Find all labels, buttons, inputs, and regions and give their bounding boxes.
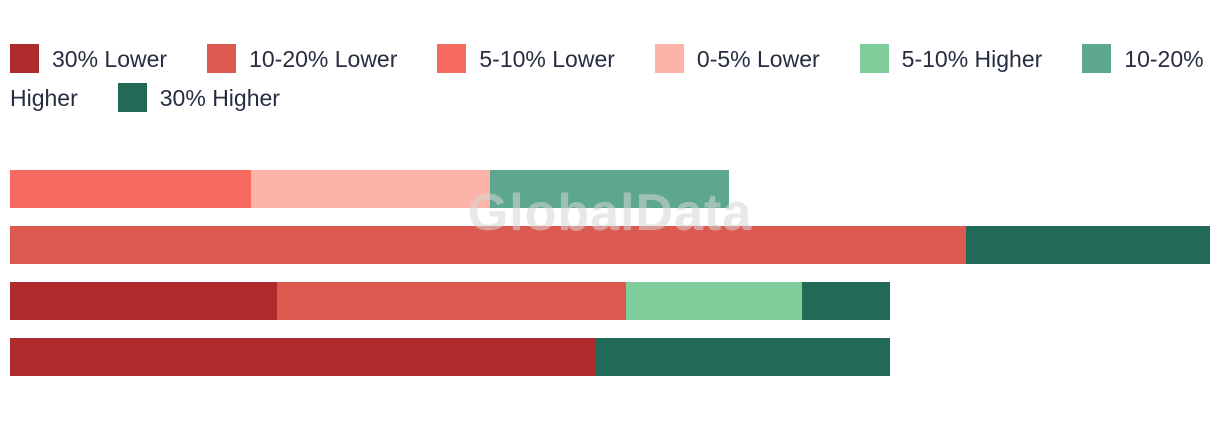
bar-segment[interactable] xyxy=(966,226,1210,264)
legend-swatch-icon xyxy=(117,83,147,112)
legend-item[interactable]: 5-10% Higher xyxy=(859,44,1043,73)
bar-row xyxy=(10,170,729,208)
legend-label: 5-10% Higher xyxy=(901,46,1043,72)
bar-segment[interactable] xyxy=(277,282,626,320)
legend-item[interactable]: 30% Higher xyxy=(117,83,280,112)
legend-label: 10-20% Higher xyxy=(10,46,1204,111)
legend-swatch-icon xyxy=(207,44,237,73)
bar-segment[interactable] xyxy=(251,170,490,208)
legend-item[interactable]: 5-10% Lower xyxy=(437,44,615,73)
legend-swatch-icon xyxy=(1082,44,1112,73)
bar-segment[interactable] xyxy=(10,170,251,208)
bar-segment[interactable] xyxy=(10,282,277,320)
legend-item[interactable]: 0-5% Lower xyxy=(654,44,820,73)
bar-segment[interactable] xyxy=(626,282,802,320)
legend-swatch-icon xyxy=(859,44,889,73)
legend-swatch-icon xyxy=(10,44,39,73)
bar-segment[interactable] xyxy=(490,170,729,208)
legend-label: 30% Lower xyxy=(52,46,168,72)
legend-label: 10-20% Lower xyxy=(249,46,398,72)
legend-swatch-icon xyxy=(437,44,467,73)
bar-segment[interactable] xyxy=(596,338,890,376)
legend-label: 5-10% Lower xyxy=(479,46,615,72)
bar-segment[interactable] xyxy=(10,338,596,376)
bar-row xyxy=(10,282,890,320)
bar-segment[interactable] xyxy=(802,282,890,320)
legend-label: 30% Higher xyxy=(159,85,280,111)
legend-item[interactable]: 30% Lower xyxy=(10,44,168,73)
legend-item[interactable]: 10-20% Higher xyxy=(10,44,1204,111)
bar-row xyxy=(10,226,1210,264)
legend-item[interactable]: 10-20% Lower xyxy=(207,44,398,73)
bar-row xyxy=(10,338,890,376)
legend-label: 0-5% Lower xyxy=(696,46,820,72)
legend: 30% Lower 10-20% Lower 5-10% Lower 0-5% Low… xyxy=(10,40,1210,118)
bar-segment[interactable] xyxy=(10,226,966,264)
legend-swatch-icon xyxy=(654,44,684,73)
